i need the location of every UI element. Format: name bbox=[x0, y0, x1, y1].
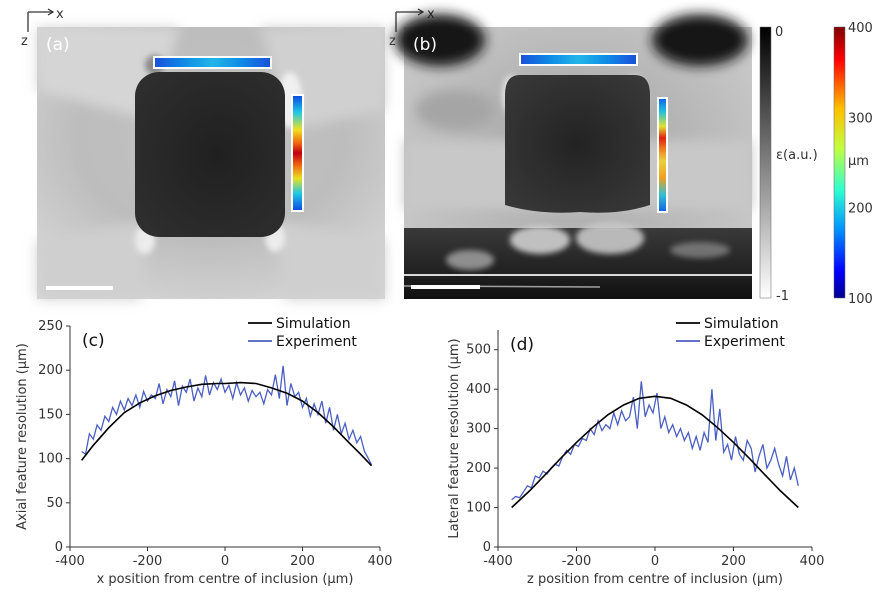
y-tick-label: 200 bbox=[466, 461, 491, 476]
chart-c: -400 -200 0 200 400 0 50 100 150 200 250 x position… bbox=[15, 316, 392, 587]
scale-bar-a bbox=[46, 286, 113, 290]
x-tick-label: -200 bbox=[133, 554, 163, 569]
resolution-colorbar-tick: 100 bbox=[848, 292, 873, 307]
legend-label: Simulation bbox=[276, 316, 351, 332]
y-tick-label: 150 bbox=[38, 407, 63, 422]
inclusion-b bbox=[505, 75, 650, 213]
x-tick-label: 200 bbox=[290, 554, 315, 569]
strain-colorbar bbox=[759, 26, 772, 299]
y-tick-label: 100 bbox=[466, 501, 491, 516]
x-tick-label: 400 bbox=[368, 554, 393, 569]
legend-label: Simulation bbox=[704, 316, 779, 332]
y-tick-label: 300 bbox=[466, 422, 491, 437]
inclusion-a bbox=[135, 72, 285, 237]
strain-colorbar-top: 0 bbox=[775, 25, 783, 40]
resolution-colorbar-tick: 300 bbox=[848, 111, 873, 126]
z-axis-letter-a: z bbox=[21, 34, 28, 49]
legend-label: Experiment bbox=[276, 334, 357, 350]
resolution-colorbar-ticks: 400 300 200 100 bbox=[848, 21, 873, 307]
chart-d: -400 -200 0 200 400 0 100 200 300 400 500 z positio… bbox=[447, 316, 824, 587]
axial-resolution-overlay-b bbox=[519, 53, 638, 66]
y-tick-label: 0 bbox=[483, 540, 491, 555]
orientation-marker-b bbox=[395, 8, 425, 32]
axial-resolution-overlay-a bbox=[153, 56, 272, 69]
y-axis-label: Axial feature resolution (μm) bbox=[15, 343, 30, 530]
orientation-marker-a bbox=[27, 8, 55, 32]
panel-label-b: (b) bbox=[413, 35, 437, 55]
y-tick-label: 400 bbox=[466, 382, 491, 397]
x-tick-label: 200 bbox=[721, 554, 746, 569]
panel-b-image bbox=[395, 14, 752, 299]
series-line-experiment bbox=[511, 381, 799, 501]
y-tick-label: 100 bbox=[38, 452, 63, 467]
resolution-colorbar-unit: μm bbox=[848, 154, 869, 169]
y-axis-label: Lateral feature resolution (μm) bbox=[447, 338, 462, 538]
z-axis-letter-b: z bbox=[389, 34, 396, 49]
x-tick-label: 0 bbox=[221, 554, 229, 569]
lateral-resolution-overlay-a bbox=[291, 94, 304, 212]
y-tick-label: 0 bbox=[55, 540, 63, 555]
lateral-resolution-overlay-b bbox=[657, 97, 668, 213]
x-axis-label: x position from centre of inclusion (μm) bbox=[97, 572, 354, 587]
x-tick-label: -400 bbox=[55, 554, 85, 569]
legend-label: Experiment bbox=[704, 334, 785, 350]
y-tick-label: 500 bbox=[466, 343, 491, 358]
panel-label: (c) bbox=[82, 331, 105, 351]
x-tick-label: -200 bbox=[562, 554, 592, 569]
scale-bar-b bbox=[411, 285, 480, 289]
resolution-colorbar bbox=[833, 26, 846, 299]
x-tick-label: -400 bbox=[483, 554, 513, 569]
x-tick-label: 0 bbox=[651, 554, 659, 569]
strain-colorbar-title: ε(a.u.) bbox=[776, 148, 818, 163]
y-tick-label: 50 bbox=[46, 496, 63, 511]
y-tick-label: 250 bbox=[38, 319, 63, 334]
x-axis-letter-a: x bbox=[56, 7, 64, 22]
resolution-colorbar-tick: 400 bbox=[848, 21, 873, 36]
x-tick-label: 400 bbox=[800, 554, 825, 569]
series-line-simulation bbox=[511, 395, 799, 509]
panel-label: (d) bbox=[510, 335, 534, 355]
series-line-simulation bbox=[80, 381, 373, 467]
panel-a-image bbox=[37, 27, 385, 299]
series-line-experiment bbox=[81, 365, 373, 466]
panel-label-a: (a) bbox=[46, 35, 70, 55]
x-axis-letter-b: x bbox=[427, 7, 435, 22]
resolution-colorbar-tick: 200 bbox=[848, 202, 873, 217]
y-tick-label: 200 bbox=[38, 363, 63, 378]
x-axis-label: z position from centre of inclusion (μm) bbox=[527, 572, 783, 587]
strain-colorbar-bottom: -1 bbox=[776, 289, 789, 304]
